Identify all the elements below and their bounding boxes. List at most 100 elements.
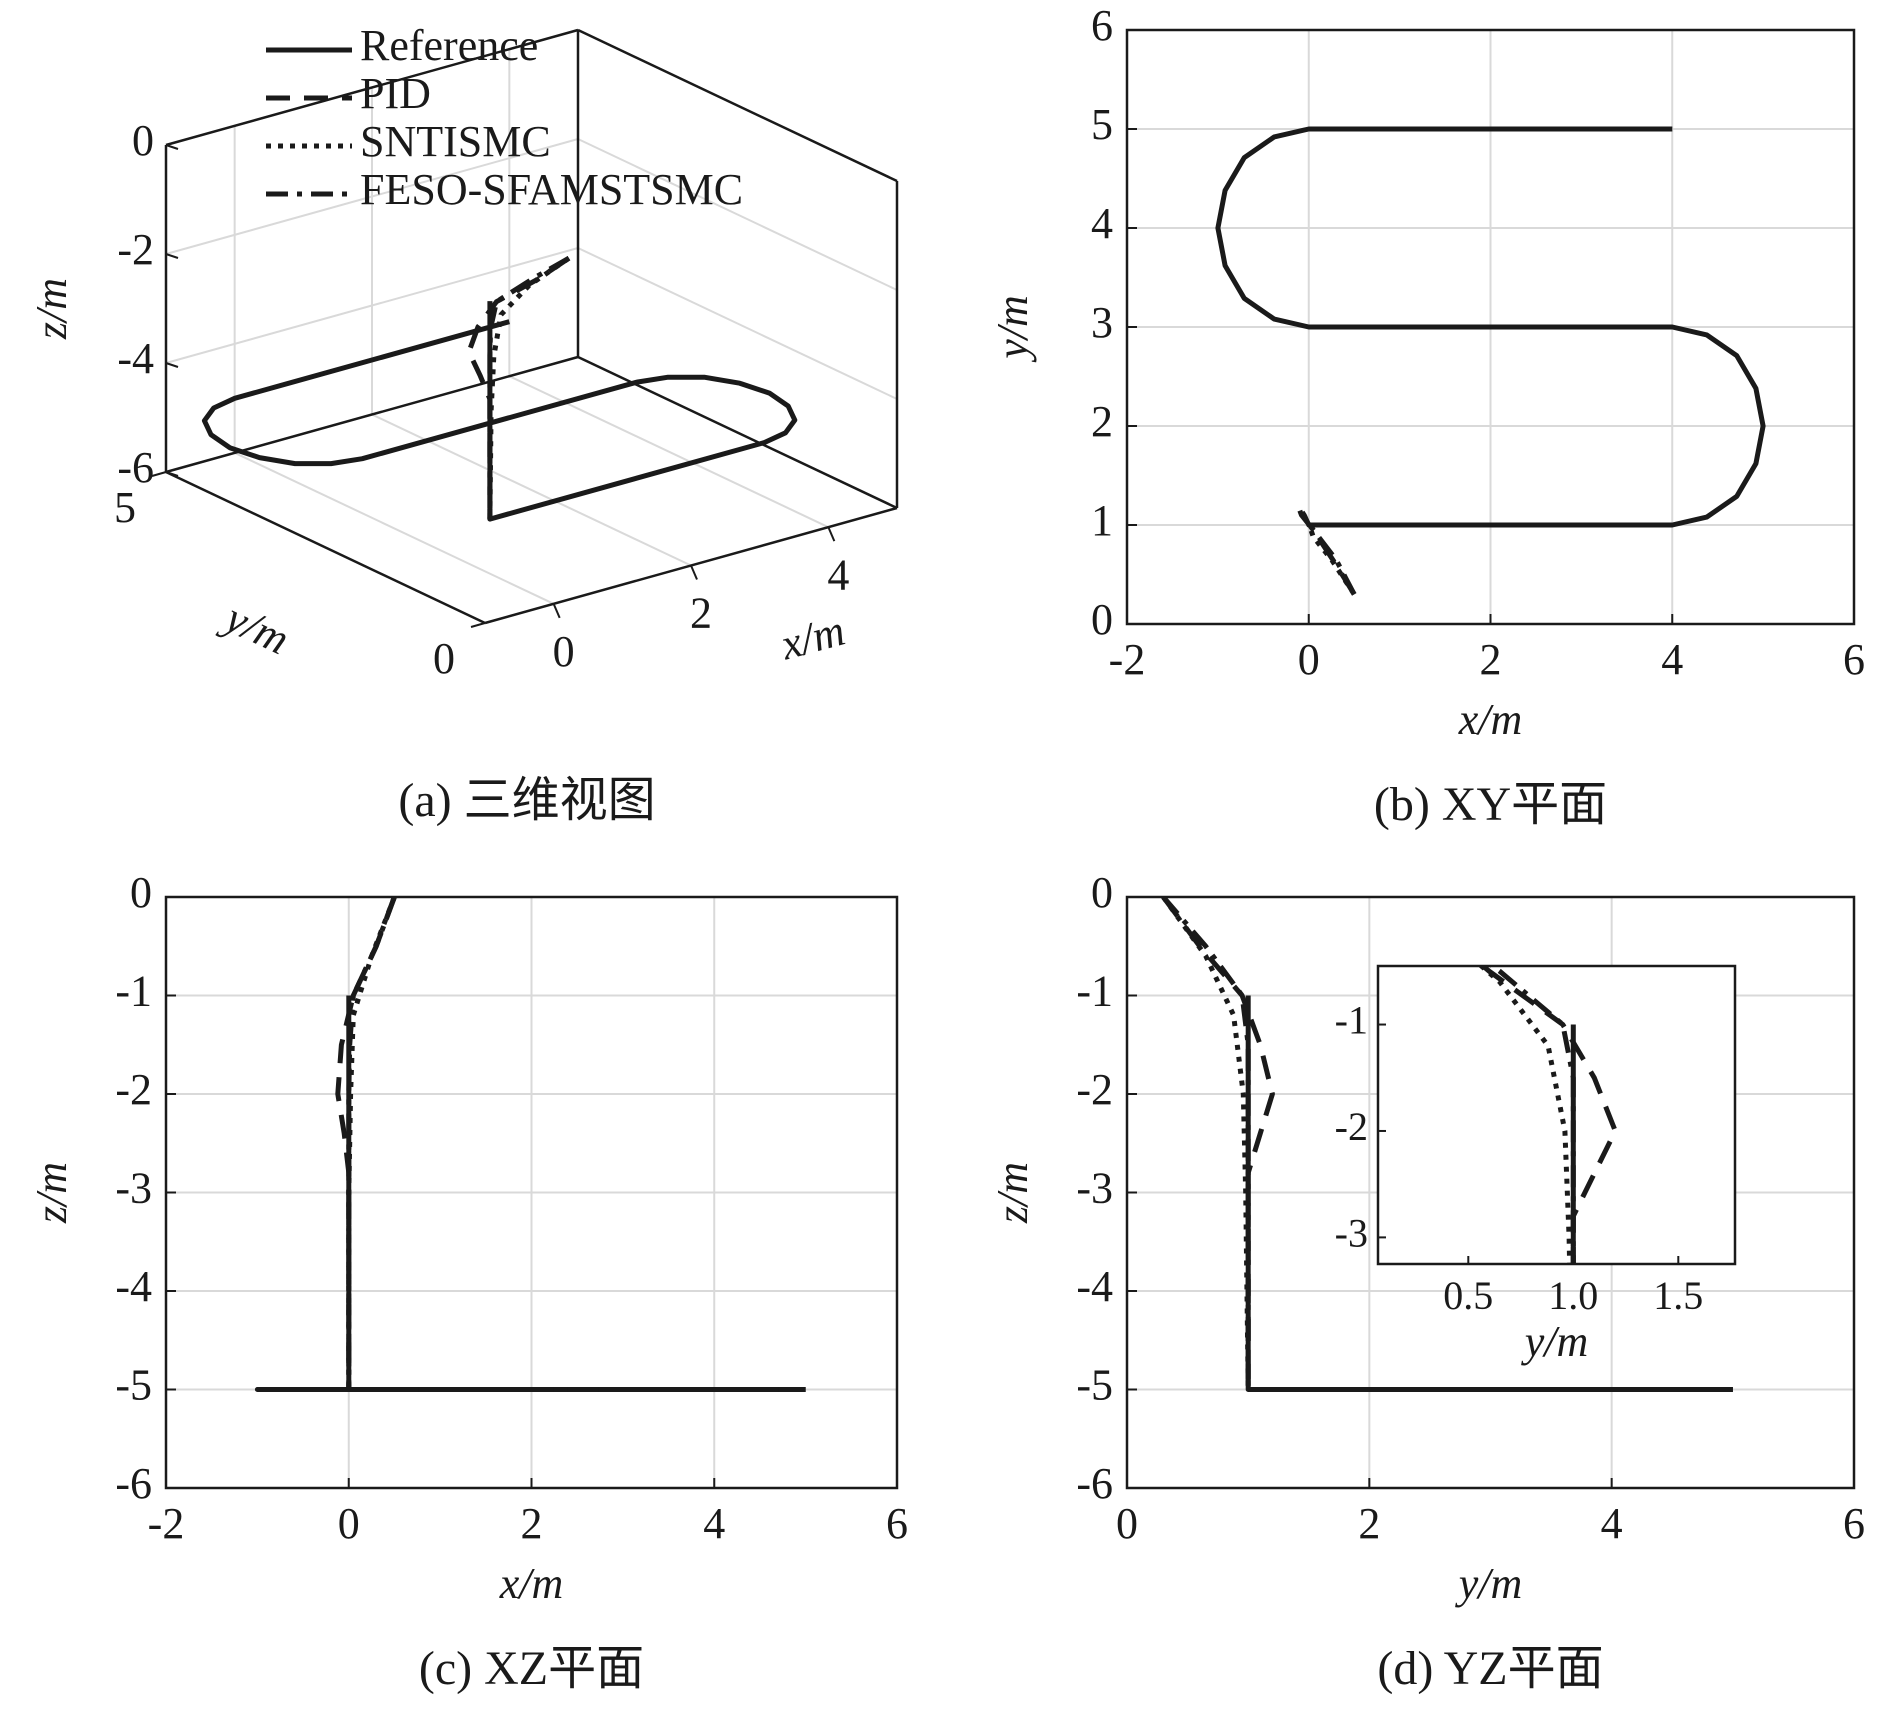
tick-mark [690, 565, 698, 580]
caption: (b) XY平面 [1374, 778, 1607, 831]
x-tick-label: 0 [1116, 1499, 1138, 1548]
y-tick-label: -5 [1076, 1361, 1113, 1410]
x-tick-label: 4 [1661, 635, 1683, 684]
tick-mark [165, 471, 179, 477]
series-line [1161, 897, 1733, 1392]
tick-mark [165, 362, 179, 368]
x-tick-label: 2 [690, 589, 712, 638]
x-tick-label: 0 [1298, 635, 1320, 684]
y-tick-label: 1 [1091, 496, 1113, 545]
y-tick-label: -6 [115, 1459, 152, 1508]
x-tick-label: 0 [338, 1499, 360, 1548]
axes-edge [165, 355, 579, 474]
series-line [487, 256, 571, 520]
axes-edge [577, 355, 898, 510]
y-tick-label: 5 [1091, 100, 1113, 149]
z-tick-label: -4 [117, 334, 154, 383]
axes-frame [1125, 28, 1856, 626]
z-axis-label: z/m [27, 278, 76, 340]
inset-x-axis-label: y/m [1521, 1317, 1589, 1366]
inset-area [1378, 966, 1735, 1264]
x-tick-label: 2 [521, 1499, 543, 1548]
series-line [1306, 522, 1673, 596]
axes-frame [1125, 895, 1856, 1490]
inset-series-group [1477, 966, 1618, 1264]
y-tick-label: -3 [1076, 1164, 1113, 1213]
y-tick-label: 0 [130, 868, 152, 917]
y-axis-label: y/m [215, 591, 297, 664]
y-tick-label: 4 [1091, 199, 1113, 248]
x-axis-label: x/m [775, 606, 850, 670]
y-axis-label: y/m [988, 295, 1037, 363]
grid-line [577, 138, 898, 291]
x-axis-label: y/m [1455, 1559, 1523, 1608]
x-tick-label: 4 [1601, 1499, 1623, 1548]
series-line [1488, 966, 1576, 1264]
y-tick-label: 6 [1091, 1, 1113, 50]
grid-line [577, 247, 898, 400]
axes-edge [577, 28, 898, 183]
y-tick-label: 0 [433, 634, 455, 683]
tick-mark [165, 253, 179, 259]
x-tick-label: 2 [1480, 635, 1502, 684]
y-tick-label: -4 [1076, 1262, 1113, 1311]
grid-line [165, 247, 579, 364]
y-tick-label: -2 [115, 1065, 152, 1114]
inset-frame [1376, 964, 1737, 1266]
z-tick-label: -2 [117, 225, 154, 274]
y-tick-label: -1 [115, 967, 152, 1016]
y-tick-label: -5 [115, 1361, 152, 1410]
series-line [1215, 126, 1766, 528]
axes-edge [165, 470, 486, 625]
inset-y-tick-label: -3 [1335, 1211, 1368, 1256]
caption: (a) 三维视图 [398, 774, 655, 827]
series-group [254, 897, 806, 1392]
tick-mark [827, 526, 836, 542]
series-line [201, 301, 798, 522]
x-tick-label: 4 [827, 550, 849, 599]
y-axis-label: z/m [27, 1162, 76, 1224]
series-line [335, 897, 806, 1392]
x-tick-label: 6 [1843, 635, 1865, 684]
x-axis-label: x/m [1458, 695, 1523, 744]
inset-y-tick-label: -2 [1335, 1104, 1368, 1149]
legend-label: FESO-SFAMSTSMC [360, 165, 743, 214]
x-tick-label: -2 [1109, 635, 1146, 684]
x-axis-label: x/m [499, 1559, 564, 1608]
y-axis-label: z/m [988, 1162, 1037, 1224]
x-tick-label: 0 [553, 627, 575, 676]
y-tick-label: 0 [1091, 595, 1113, 644]
x-tick-label: 6 [886, 1499, 908, 1548]
grid-line [165, 138, 579, 255]
inset-x-tick-label: 1.0 [1548, 1273, 1598, 1318]
x-tick-label: 2 [1358, 1499, 1380, 1548]
series-line [346, 897, 806, 1392]
inset-y-tick-label: -1 [1335, 998, 1368, 1043]
legend-label: PID [360, 69, 431, 118]
tick-mark [165, 144, 179, 150]
series-line [487, 256, 571, 520]
series-line [1161, 897, 1733, 1392]
tick-mark [470, 622, 486, 628]
series-group [1215, 126, 1766, 596]
inset-x-tick-label: 1.5 [1653, 1273, 1703, 1318]
legend-label: SNTISMC [360, 117, 551, 166]
caption: (c) XZ平面 [419, 1642, 644, 1695]
y-tick-label: 3 [1091, 298, 1113, 347]
series-group [1161, 897, 1733, 1392]
tick-mark [552, 603, 561, 619]
tick-mark [151, 471, 167, 477]
series-line [1295, 502, 1673, 596]
z-tick-label: -6 [117, 443, 154, 492]
y-tick-label: -1 [1076, 967, 1113, 1016]
axes-edge [165, 28, 579, 147]
y-tick-label: 5 [114, 483, 136, 532]
y-tick-label: -4 [115, 1262, 152, 1311]
x-tick-label: 6 [1843, 1499, 1865, 1548]
axes-frame [164, 895, 899, 1490]
z-tick-label: 0 [132, 116, 154, 165]
y-tick-label: 2 [1091, 397, 1113, 446]
series-line [1477, 966, 1573, 1264]
grid-line [371, 413, 692, 567]
y-tick-label: 0 [1091, 868, 1113, 917]
